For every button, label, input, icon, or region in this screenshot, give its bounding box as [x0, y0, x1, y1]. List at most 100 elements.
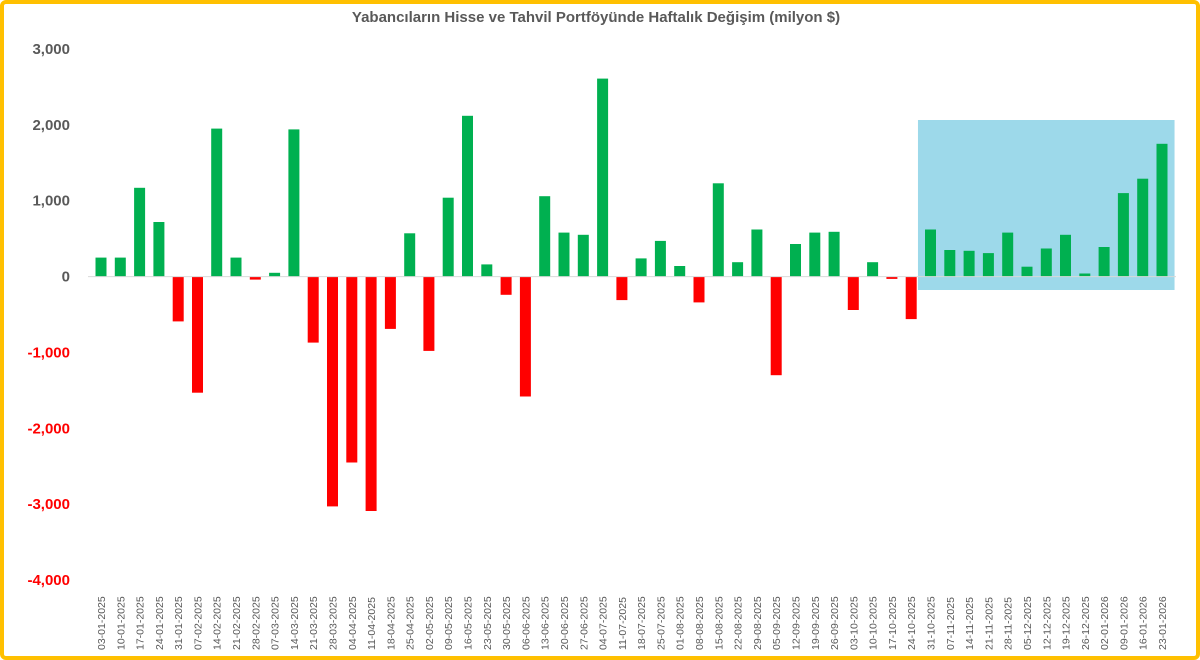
bar-16-01-2026: [1137, 178, 1149, 277]
bar-28-03-2025: [327, 276, 338, 507]
bars-group: [95, 78, 1168, 511]
bar-29-08-2025: [751, 229, 763, 277]
x-tick-label: 11-04-2025: [366, 597, 378, 650]
bar-26-12-2025: [1079, 273, 1091, 277]
x-tick-label: 16-01-2026: [1138, 596, 1150, 650]
bar-27-06-2025: [577, 234, 589, 277]
x-tick-label: 12-12-2025: [1041, 596, 1053, 650]
bar-24-10-2025: [905, 276, 917, 320]
x-tick-label: 17-01-2025: [135, 596, 147, 650]
bar-30-05-2025: [500, 276, 512, 295]
bar-03-10-2025: [847, 276, 859, 310]
bar-23-05-2025: [481, 264, 493, 277]
x-tick-label: 21-03-2025: [308, 596, 320, 650]
bar-12-09-2025: [790, 244, 801, 277]
x-tick-label: 10-01-2025: [115, 596, 127, 650]
bar-06-06-2025: [519, 276, 531, 397]
x-tick-label: 11-07-2025: [617, 597, 629, 650]
x-tick-label: 21-02-2025: [231, 596, 243, 650]
x-tick-label: 24-01-2025: [154, 596, 166, 650]
bar-09-01-2026: [1117, 193, 1129, 277]
y-tick-label: -3,000: [27, 496, 70, 513]
x-tick-label: 17-10-2025: [887, 596, 899, 650]
x-tick-label: 31-01-2025: [173, 596, 185, 650]
x-tick-label: 01-08-2025: [675, 596, 687, 650]
x-tick-label: 13-06-2025: [540, 596, 552, 650]
x-tick-label: 14-11-2025: [964, 597, 976, 650]
y-tick-label: -2,000: [27, 420, 70, 437]
x-tick-label: 20-06-2025: [559, 596, 571, 650]
x-tick-label: 18-04-2025: [385, 596, 397, 650]
x-tick-label: 23-01-2026: [1157, 596, 1169, 650]
bar-07-11-2025: [944, 250, 956, 277]
x-tick-label: 22-08-2025: [733, 596, 745, 650]
bar-28-02-2025: [249, 276, 261, 280]
x-tick-label: 07-03-2025: [270, 596, 282, 650]
x-tick-label: 28-03-2025: [327, 596, 339, 650]
bar-19-09-2025: [809, 232, 821, 277]
x-tick-label: 31-10-2025: [926, 596, 938, 650]
bar-31-10-2025: [925, 229, 936, 277]
x-tick-label: 19-09-2025: [810, 596, 822, 650]
bar-08-08-2025: [693, 276, 705, 303]
bar-13-06-2025: [539, 196, 551, 277]
bar-02-05-2025: [423, 276, 435, 351]
bar-04-04-2025: [346, 276, 358, 463]
x-tick-label: 26-09-2025: [829, 596, 841, 650]
y-axis-ticks: 3,000 2,000 1,000 0 -1,000 -2,000 -3,000 -4,000: [27, 41, 70, 589]
bar-25-07-2025: [654, 240, 666, 277]
bar-18-07-2025: [635, 258, 647, 277]
x-tick-label: 26-12-2025: [1080, 596, 1092, 650]
bar-02-01-2026: [1098, 247, 1110, 277]
chart-title: Yabancıların Hisse ve Tahvil Portföyünde…: [351, 9, 841, 26]
bar-17-10-2025: [886, 276, 898, 279]
x-tick-label: 08-08-2025: [694, 596, 706, 650]
x-tick-label: 09-01-2026: [1118, 596, 1130, 650]
bar-04-07-2025: [597, 78, 609, 277]
bar-11-07-2025: [616, 276, 628, 301]
x-tick-label: 14-03-2025: [289, 596, 301, 650]
bar-21-11-2025: [982, 253, 994, 277]
bar-21-02-2025: [230, 257, 242, 277]
bar-31-01-2025: [172, 276, 184, 322]
x-tick-label: 04-07-2025: [598, 596, 610, 650]
x-tick-label: 28-02-2025: [250, 596, 262, 650]
bar-25-04-2025: [404, 233, 416, 277]
x-tick-label: 27-06-2025: [578, 596, 590, 650]
x-tick-label: 25-07-2025: [655, 596, 667, 650]
x-tick-label: 21-11-2025: [983, 597, 995, 650]
x-tick-label: 04-04-2025: [347, 596, 359, 650]
x-tick-label: 07-02-2025: [192, 596, 204, 650]
x-tick-label: 23-05-2025: [482, 596, 494, 650]
x-tick-label: 16-05-2025: [463, 596, 475, 650]
bar-24-01-2025: [153, 222, 165, 277]
x-tick-label: 30-05-2025: [501, 596, 513, 650]
bar-10-10-2025: [867, 262, 879, 277]
x-tick-label: 14-02-2025: [212, 596, 224, 650]
bar-07-03-2025: [269, 272, 281, 277]
x-tick-label: 15-08-2025: [713, 596, 725, 650]
x-tick-label: 03-10-2025: [848, 596, 860, 650]
y-tick-label: -1,000: [27, 344, 70, 361]
bar-20-06-2025: [558, 232, 570, 277]
bar-23-01-2026: [1156, 143, 1168, 277]
x-tick-label: 02-01-2026: [1099, 596, 1111, 650]
x-axis-ticks: 03-01-2025 10-01-2025 17-01-2025 24-01-2025…: [96, 596, 1169, 650]
bar-05-12-2025: [1021, 266, 1033, 277]
x-tick-label: 02-05-2025: [424, 596, 436, 650]
x-tick-label: 12-09-2025: [790, 596, 802, 650]
x-tick-label: 18-07-2025: [636, 596, 648, 650]
y-tick-label: 1,000: [32, 193, 70, 210]
bar-14-11-2025: [963, 250, 975, 277]
bar-03-01-2025: [95, 257, 107, 277]
y-tick-label: 0: [62, 269, 70, 286]
bar-10-01-2025: [114, 257, 126, 277]
bar-01-08-2025: [674, 266, 686, 277]
bar-12-12-2025: [1040, 248, 1052, 277]
bar-21-03-2025: [307, 276, 319, 343]
y-tick-label: 3,000: [32, 41, 70, 58]
bar-07-02-2025: [192, 276, 203, 393]
x-tick-label: 09-05-2025: [443, 596, 455, 650]
bar-19-12-2025: [1060, 234, 1071, 277]
